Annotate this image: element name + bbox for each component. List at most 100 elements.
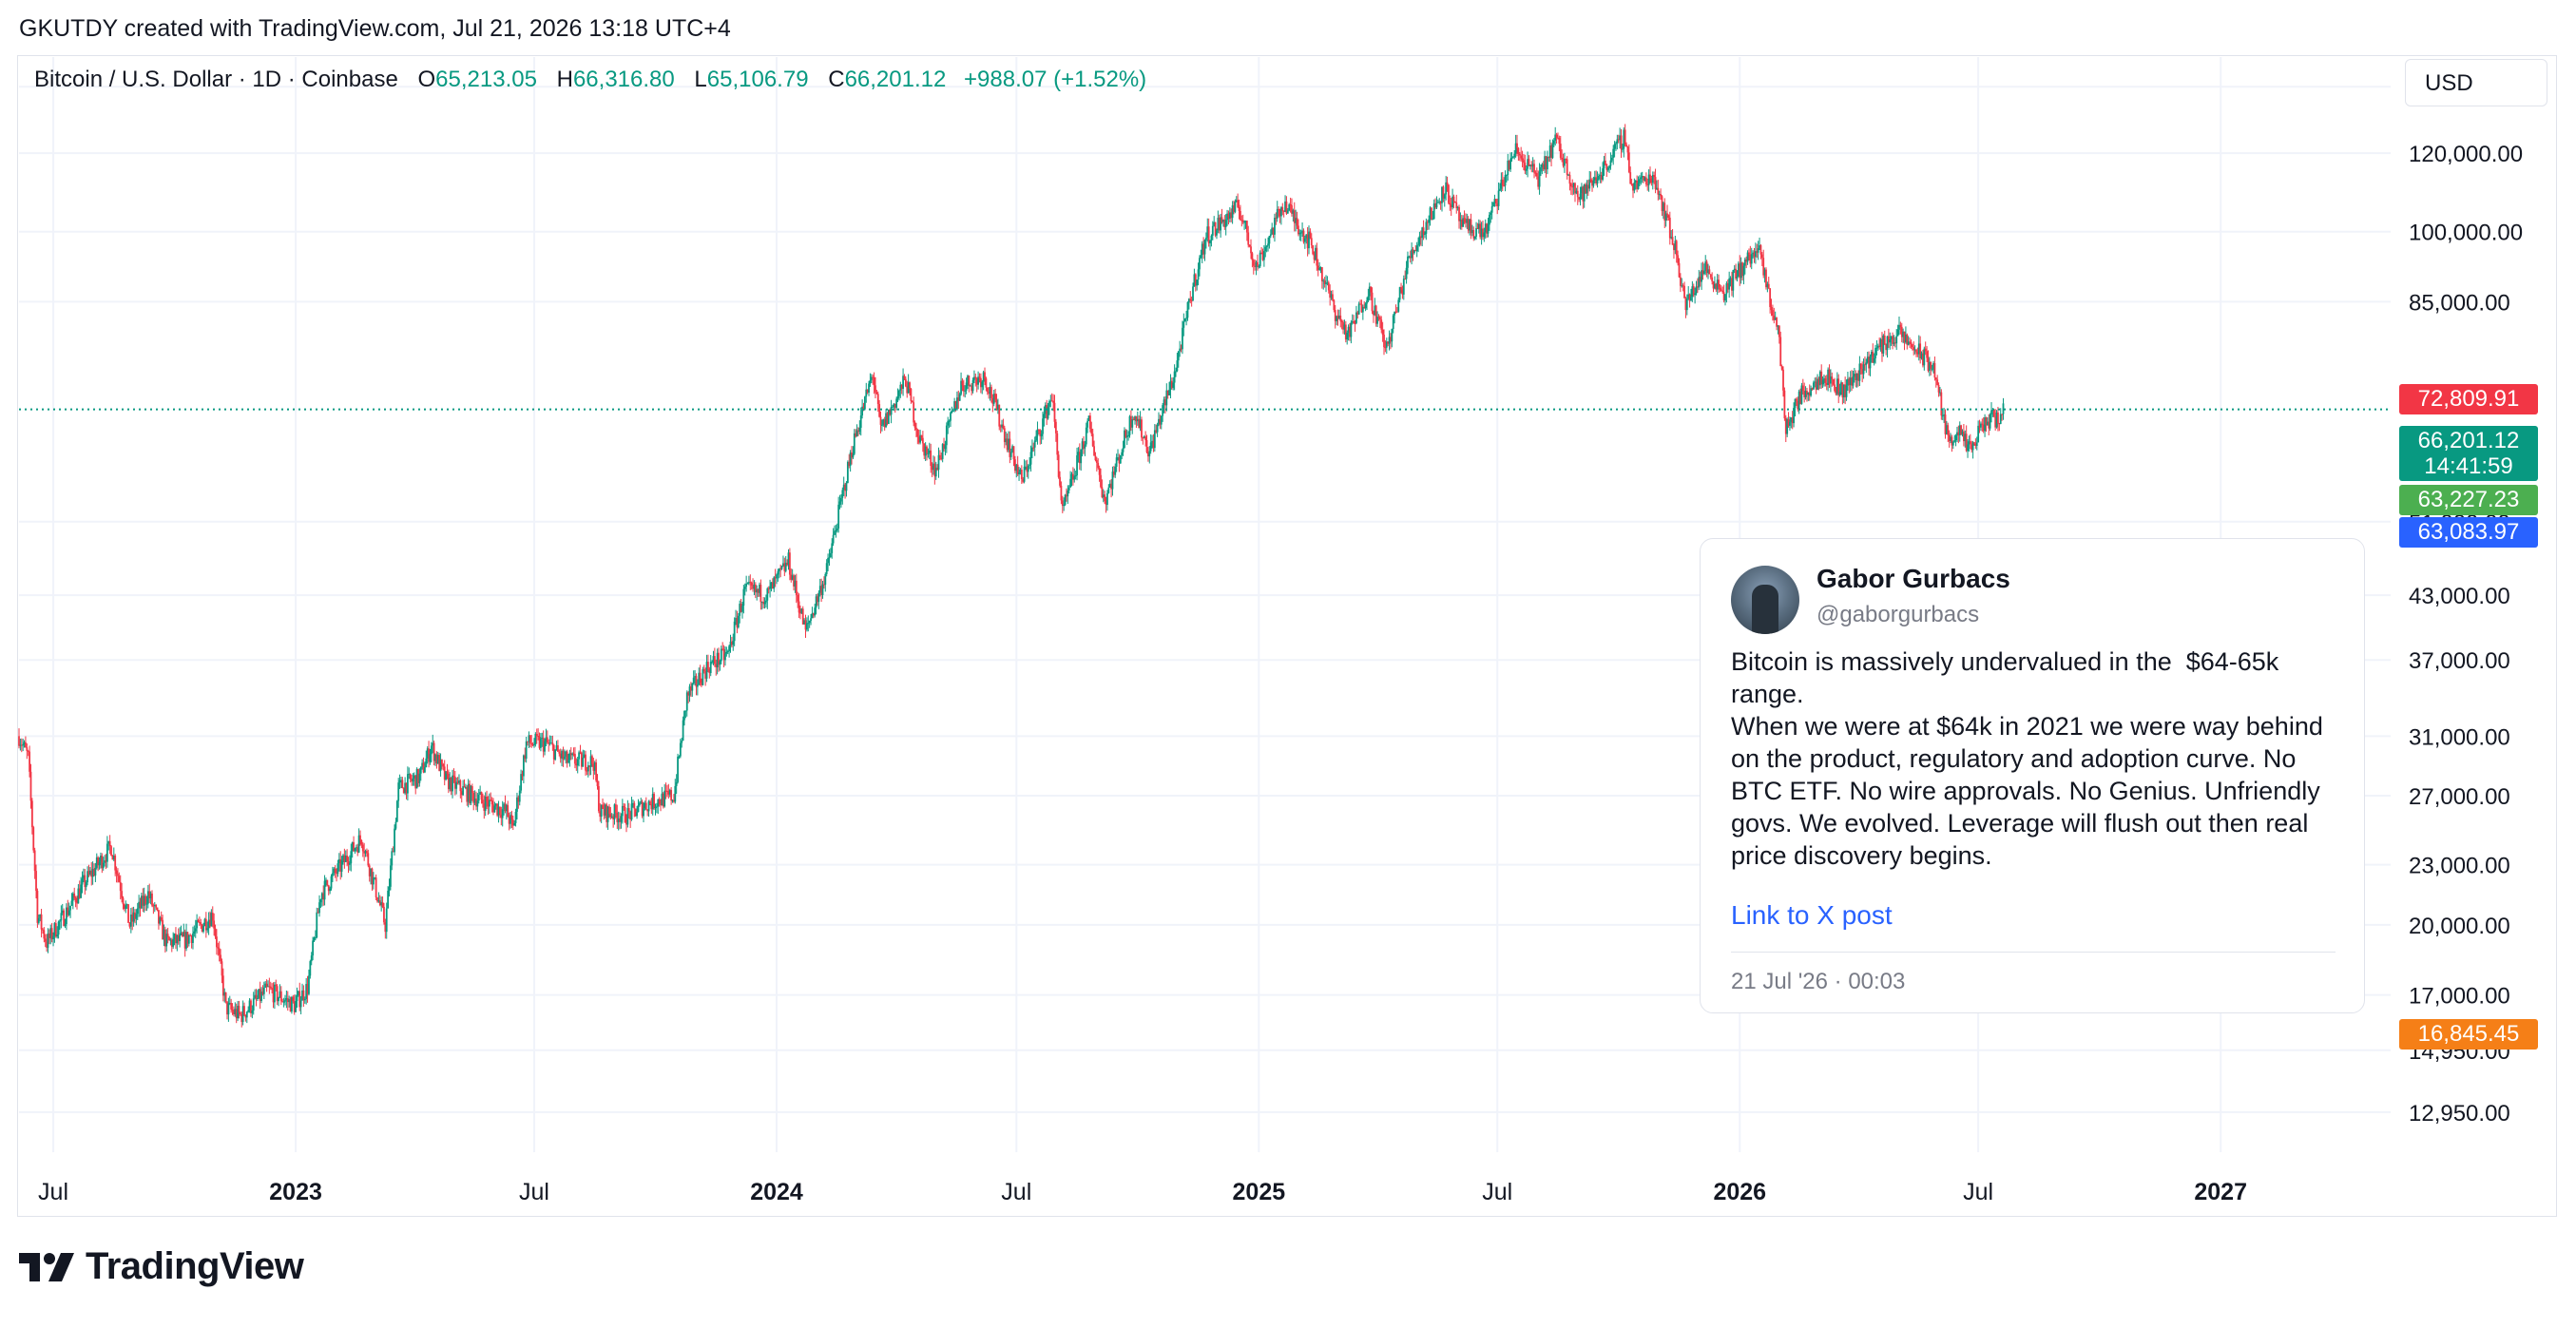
- candle: [859, 407, 862, 436]
- candle: [1359, 299, 1361, 305]
- candle: [910, 387, 913, 404]
- avatar[interactable]: [1731, 566, 1799, 634]
- candle: [737, 612, 740, 629]
- candle: [1061, 495, 1064, 513]
- candle: [136, 902, 139, 920]
- candle: [1078, 443, 1081, 471]
- candle: [1704, 255, 1707, 276]
- candle: [1735, 263, 1738, 280]
- candle: [535, 728, 538, 744]
- candle: [398, 774, 401, 789]
- candles: [18, 124, 2005, 1028]
- tweet-author-handle[interactable]: @gaborgurbacs: [1817, 602, 1980, 627]
- candle: [1371, 287, 1374, 315]
- candle: [1029, 445, 1032, 472]
- candle: [501, 800, 504, 827]
- candle: [1581, 183, 1583, 200]
- candle: [1774, 311, 1777, 320]
- candle: [30, 798, 33, 835]
- candle: [1016, 455, 1019, 476]
- candle: [668, 788, 671, 798]
- candle: [441, 759, 443, 770]
- candle: [1047, 402, 1049, 420]
- candle: [777, 568, 779, 582]
- candle: [632, 799, 634, 808]
- candle: [803, 618, 806, 625]
- candle: [91, 861, 94, 885]
- candle: [900, 384, 903, 395]
- y-tick-label: 27,000.00: [2409, 784, 2510, 810]
- candle: [160, 911, 163, 922]
- tweet-author-name[interactable]: Gabor Gurbacs: [1817, 564, 2010, 593]
- candle: [1923, 346, 1926, 371]
- candle: [57, 920, 60, 939]
- candle: [1940, 389, 1943, 420]
- candle: [361, 841, 364, 857]
- candle: [1767, 277, 1770, 290]
- currency-button[interactable]: USD: [2405, 59, 2547, 106]
- candle: [1531, 157, 1534, 173]
- candle: [347, 857, 350, 874]
- candle: [1193, 268, 1196, 287]
- candle: [449, 772, 452, 792]
- candle: [958, 392, 961, 401]
- candle: [984, 367, 986, 386]
- candle: [815, 593, 817, 615]
- candle: [1769, 287, 1772, 314]
- candle: [1450, 198, 1452, 217]
- candle: [223, 988, 226, 1003]
- candle: [383, 902, 385, 925]
- candle: [497, 800, 500, 823]
- candle: [1291, 198, 1293, 217]
- candle: [39, 914, 42, 922]
- candle: [1327, 280, 1330, 294]
- candle: [797, 591, 799, 608]
- candle: [1462, 215, 1465, 227]
- candle: [1146, 447, 1149, 462]
- candle: [1357, 301, 1360, 316]
- tweet-link[interactable]: Link to X post: [1731, 900, 1893, 930]
- candle: [1404, 270, 1407, 280]
- candle: [1375, 304, 1377, 327]
- candle: [1043, 406, 1046, 427]
- candle: [763, 597, 766, 609]
- candle: [1210, 234, 1213, 247]
- candle: [464, 783, 467, 790]
- candle: [1106, 490, 1108, 511]
- candle: [852, 446, 855, 460]
- candle: [233, 1006, 235, 1017]
- candle: [400, 776, 402, 788]
- candle: [1790, 417, 1793, 429]
- candle: [916, 428, 919, 445]
- candle: [44, 934, 47, 948]
- candle: [1544, 150, 1547, 174]
- candle: [514, 808, 517, 827]
- candle: [1992, 409, 1995, 418]
- candle: [1031, 439, 1033, 459]
- candle: [1504, 170, 1507, 192]
- candle: [203, 917, 206, 927]
- tradingview-logo[interactable]: TradingView: [19, 1245, 304, 1288]
- candle: [1842, 384, 1845, 404]
- candle: [190, 934, 193, 949]
- candle: [1224, 214, 1227, 236]
- candle: [466, 785, 469, 806]
- candle: [956, 391, 958, 411]
- candle: [542, 730, 545, 758]
- candle: [460, 787, 463, 803]
- x-tick-label: Jul: [1001, 1179, 1031, 1205]
- candle: [950, 411, 952, 427]
- candle: [1483, 227, 1486, 242]
- candle: [1827, 367, 1830, 392]
- candle: [1794, 398, 1797, 417]
- candle: [371, 867, 374, 891]
- candle: [1858, 356, 1861, 386]
- candle: [663, 783, 666, 808]
- candle: [70, 893, 73, 907]
- candle: [1001, 419, 1003, 433]
- candle: [2002, 397, 2005, 420]
- candle: [198, 916, 201, 927]
- candle: [1930, 361, 1932, 376]
- candle: [1480, 222, 1483, 245]
